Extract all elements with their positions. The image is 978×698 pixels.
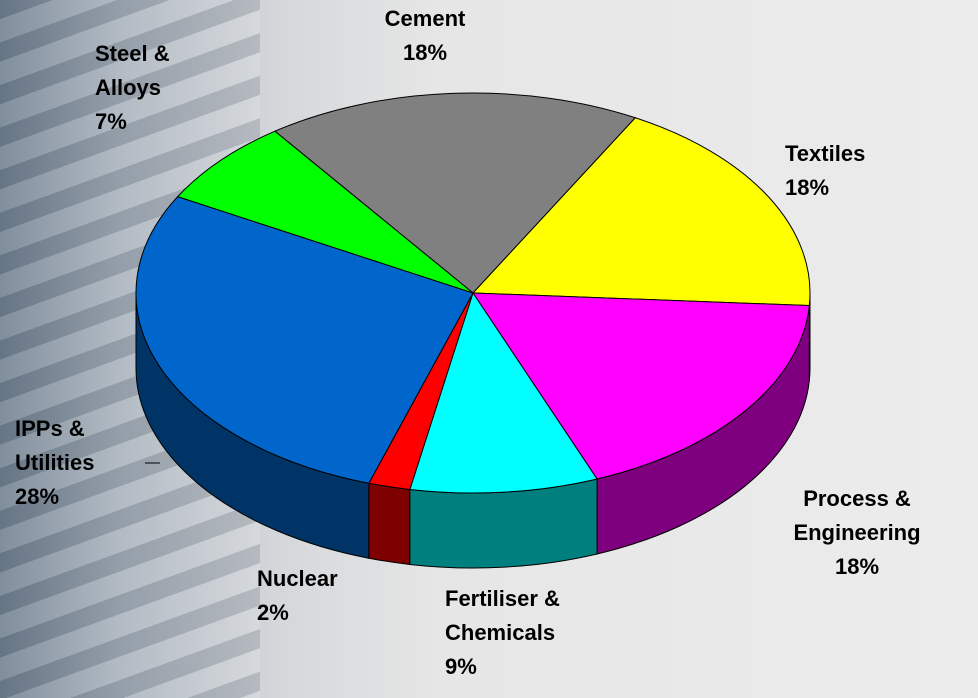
slice-label: Nuclear 2% xyxy=(257,562,387,630)
percent-label: 18% xyxy=(402,40,448,65)
slice-label: Cement 18% xyxy=(370,2,480,70)
slice-label: Process & Engineering 18% xyxy=(752,482,962,584)
slice-label: Fertiliser & Chemicals 9% xyxy=(445,582,635,684)
slice-label: IPPs & Utilities 28% xyxy=(15,412,145,514)
percent-label: 7% xyxy=(95,109,127,134)
category-name: Process & Engineering xyxy=(793,486,921,545)
percent-label: 18% xyxy=(834,554,880,579)
percent-label: 28% xyxy=(15,484,60,509)
slice xyxy=(472,292,810,480)
category-name: Cement xyxy=(384,6,466,31)
category-name: Fertiliser & Chemicals xyxy=(445,586,560,645)
slice-label: Textiles 18% xyxy=(785,137,925,205)
percent-label: 2% xyxy=(257,600,289,625)
percent-label: 9% xyxy=(445,654,477,679)
slice xyxy=(409,291,598,494)
slice-label: Steel & Alloys 7% xyxy=(95,37,205,139)
slice-side xyxy=(368,482,411,566)
category-name: Steel & Alloys xyxy=(95,41,170,100)
category-name: Textiles xyxy=(785,141,866,166)
category-name: IPPs & Utilities xyxy=(15,416,95,475)
slice xyxy=(135,196,474,484)
category-name: Nuclear xyxy=(257,566,338,591)
slice xyxy=(273,92,637,294)
slice xyxy=(471,117,811,307)
slice xyxy=(176,130,474,294)
percent-label: 18% xyxy=(785,175,830,200)
